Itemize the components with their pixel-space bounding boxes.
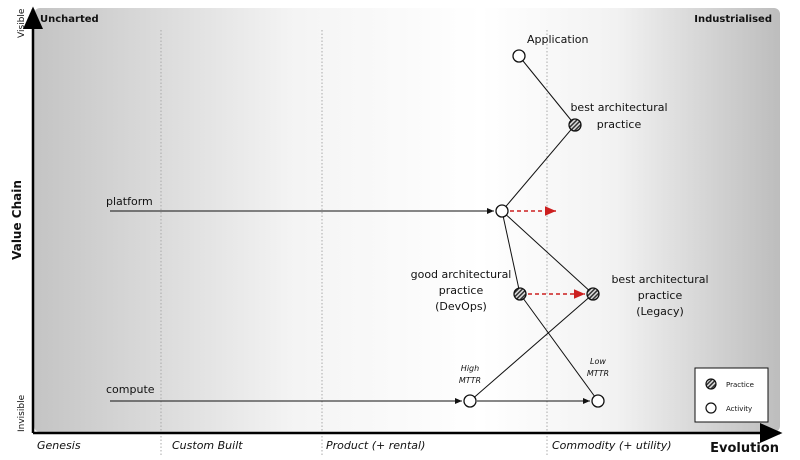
best-practice-label-1: best architectural [570,101,667,114]
map-background [34,8,780,432]
application-label: Application [527,33,588,46]
stage-commodity: Commodity (+ utility) [552,439,672,452]
practice-devops[interactable] [513,287,527,301]
activity-legend-icon [705,402,717,414]
visible-label: Visible [17,8,27,38]
uncharted-label: Uncharted [40,14,99,25]
y-axis-title: Value Chain [10,180,24,260]
devops-label-1: good architectural [411,268,512,281]
high-mttr-label-2: MTTR [459,376,481,385]
practice-legacy[interactable] [586,287,600,301]
low-mttr-label-1: Low [590,357,606,366]
stage-custom-built: Custom Built [172,439,243,452]
invisible-label: Invisible [17,394,27,432]
devops-label-3: (DevOps) [435,300,487,313]
x-axis-title: Evolution [710,441,779,456]
stage-dividers [160,30,548,455]
legend: Practice Activity [694,367,769,423]
platform-label: platform [106,195,153,208]
stage-genesis: Genesis [37,439,81,452]
legacy-label-2: practice [638,289,683,302]
practice-best-architectural[interactable] [568,118,582,132]
legend-practice: Practice [726,381,754,389]
dependency-links [110,55,599,404]
activity-compute-high-mttr[interactable] [463,394,477,408]
high-mttr-label-1: High [461,364,479,373]
practice-legend-icon [705,378,717,390]
activity-application[interactable] [512,49,526,63]
stage-product: Product (+ rental) [326,439,425,452]
best-practice-label-2: practice [597,118,642,131]
industrialised-label: Industrialised [694,14,772,25]
legend-activity: Activity [726,405,752,413]
low-mttr-label-2: MTTR [587,369,609,378]
legacy-label-1: best architectural [611,273,708,286]
legacy-label-3: (Legacy) [636,305,684,318]
devops-label-2: practice [439,284,484,297]
activity-platform[interactable] [495,204,509,218]
activity-compute-low-mttr[interactable] [591,394,605,408]
movement-arrows [510,206,585,299]
compute-label: compute [106,383,155,396]
